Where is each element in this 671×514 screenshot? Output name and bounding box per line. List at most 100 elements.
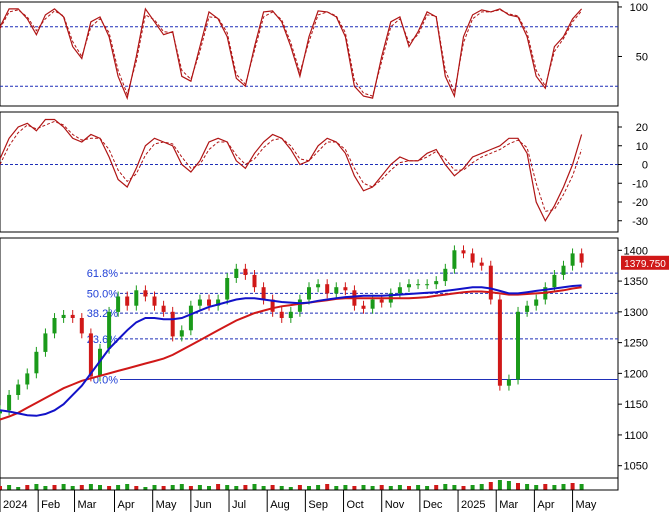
volume-bar — [343, 485, 348, 490]
fib-level-label: 61.8% — [87, 268, 118, 280]
candle-body — [434, 281, 439, 285]
candle-body — [479, 262, 484, 266]
time-axis-label: Oct — [347, 499, 364, 511]
candle-body — [425, 284, 430, 286]
candle-body — [288, 311, 293, 318]
y-tick-label: 1050 — [624, 461, 648, 473]
candle-body — [16, 384, 21, 395]
y-tick-label: 0 — [642, 160, 648, 172]
time-axis-label: Feb — [41, 499, 60, 511]
time-axis-label: Mar — [78, 499, 97, 511]
volume-bar — [397, 485, 402, 490]
volume-bar — [88, 484, 93, 490]
time-axis-label: Apr — [118, 499, 135, 511]
candle-body — [316, 284, 321, 288]
candle-body — [261, 287, 266, 300]
y-tick-label: 20 — [636, 122, 648, 134]
volume-bar — [70, 486, 75, 490]
candle-body — [506, 379, 511, 386]
candle-body — [552, 274, 557, 288]
volume-bar — [25, 485, 30, 490]
volume-bar — [234, 486, 239, 490]
volume-bar — [261, 486, 266, 490]
volume-bar — [134, 486, 139, 490]
volume-bar — [216, 484, 221, 490]
y-tick-label: 1150 — [624, 399, 648, 411]
volume-bar — [252, 484, 257, 490]
time-axis-label: 2025 — [461, 499, 485, 511]
candle-body — [270, 299, 275, 312]
candle-body — [397, 287, 402, 294]
candle-body — [7, 394, 12, 411]
volume-bar — [407, 486, 411, 490]
oscillator-line — [0, 118, 583, 223]
candle-body — [143, 290, 148, 297]
candle-body — [152, 296, 157, 306]
volume-bar — [107, 486, 112, 490]
volume-bar — [98, 485, 102, 490]
y-tick-label: 50 — [636, 51, 648, 63]
volume-bar — [161, 486, 166, 490]
candle-body — [488, 265, 493, 300]
volume-bar — [552, 485, 557, 490]
volume-bar — [516, 483, 520, 490]
oscillator-signal-line — [0, 9, 582, 97]
volume-bar — [297, 485, 302, 490]
y-tick-label: 100 — [630, 2, 648, 14]
candle-body — [125, 296, 130, 306]
volume-bar — [361, 485, 366, 490]
moving-average-fast — [0, 284, 582, 417]
time-axis-label: Jun — [194, 499, 212, 511]
volume-bar — [61, 484, 66, 490]
volume-bar — [425, 486, 430, 490]
volume-bar — [525, 484, 530, 490]
candle-body — [234, 268, 239, 278]
oscillator-top-frame — [0, 1, 619, 107]
candle-body — [334, 287, 339, 294]
volume-bar — [143, 487, 148, 490]
volume-bar — [579, 484, 584, 490]
volume-bar — [561, 484, 566, 490]
time-axis-label: Dec — [423, 499, 443, 511]
candle-body — [134, 290, 139, 306]
time-axis-label: May — [156, 499, 177, 511]
candle-body — [252, 274, 257, 288]
y-tick-label: 1200 — [624, 368, 648, 380]
volume-bar — [434, 485, 439, 490]
candle-body — [207, 299, 211, 306]
candle-body — [79, 318, 84, 334]
volume-bar — [188, 486, 193, 490]
volume-bar — [416, 485, 421, 490]
candle-body — [416, 284, 421, 286]
candle-body — [161, 305, 166, 312]
volume-bar — [307, 486, 311, 490]
volume-bar — [570, 483, 575, 490]
volume-bar — [170, 485, 175, 490]
volume-bar — [479, 484, 484, 490]
time-axis-label: May — [576, 499, 597, 511]
candle-body — [379, 299, 384, 303]
volume-bar — [506, 481, 511, 490]
candle-body — [452, 250, 457, 269]
candle-body — [561, 265, 566, 275]
candle-body — [443, 268, 448, 282]
candle-body — [461, 250, 466, 254]
candle-body — [343, 287, 348, 291]
candle-body — [170, 311, 175, 337]
candle-body — [0, 410, 2, 414]
candle-body — [497, 299, 502, 386]
volume-bar — [352, 486, 357, 490]
oscillator-signal-line — [0, 120, 583, 212]
candle-body — [179, 330, 184, 337]
volume-bar — [452, 485, 457, 490]
volume-bar — [116, 485, 121, 490]
volume-bar — [543, 484, 548, 490]
fib-level-label: 50.0% — [87, 288, 118, 300]
fib-level-label: 38.2% — [87, 308, 118, 320]
candle-body — [307, 287, 311, 300]
candle-body — [470, 253, 475, 263]
volume-bar — [534, 485, 539, 490]
volume-bar — [7, 485, 12, 490]
candle-body — [516, 311, 520, 380]
